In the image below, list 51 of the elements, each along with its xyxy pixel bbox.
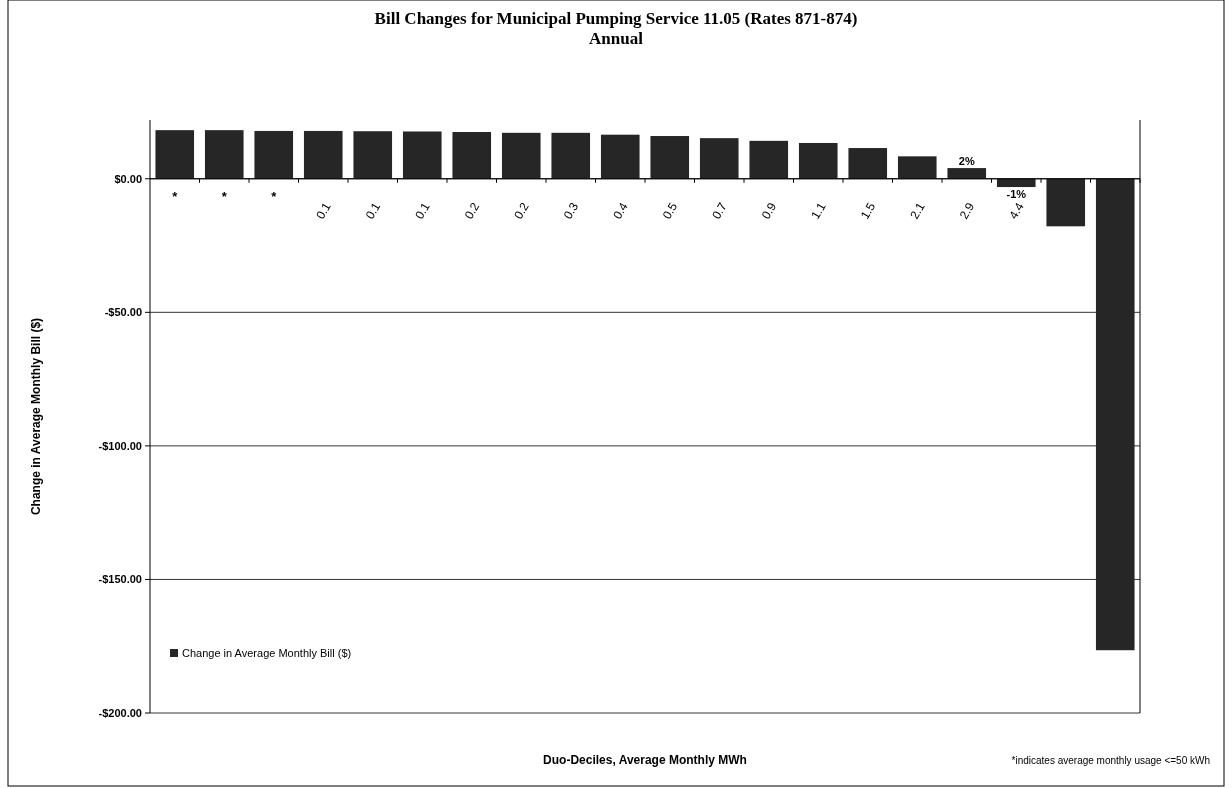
chart-title: Bill Changes for Municipal Pumping Service 11.05 (Rates 871-874): [374, 9, 858, 28]
y-tick-label: -$100.00: [98, 439, 142, 452]
bar: [947, 168, 987, 179]
y-tick-label: -$200.00: [98, 706, 142, 719]
x-tick-label: 0.2: [511, 199, 532, 222]
bar: [501, 132, 541, 179]
bar: [402, 131, 442, 179]
text: *indicates average monthly usage <=50 kWh: [1011, 755, 1210, 766]
x-tick-label: 1.5: [857, 199, 879, 222]
annotation: 2%: [958, 155, 975, 168]
bar: [254, 130, 294, 179]
x-tick-label: 0.9: [758, 199, 780, 222]
bar: [650, 136, 690, 179]
annotation: -1%: [1006, 187, 1027, 200]
bar: [353, 131, 393, 179]
x-tick-label: 0.4: [610, 199, 631, 222]
bar: [600, 134, 640, 179]
bar: [996, 178, 1036, 188]
bar: [1046, 178, 1086, 227]
x-tick-label: *: [221, 188, 228, 204]
x-tick-label: 2.1: [907, 199, 928, 222]
bar: [798, 142, 838, 179]
x-tick-label: 0.1: [362, 199, 384, 222]
bar: [155, 130, 195, 179]
y-tick-label: $0.00: [114, 172, 142, 185]
x-tick-label: *: [271, 188, 278, 204]
x-tick-label: 4.4: [1006, 199, 1027, 222]
y-tick-label: -$150.00: [98, 573, 142, 586]
x-tick-label: 0.2: [461, 199, 483, 222]
bar: [1095, 178, 1135, 651]
bar: [204, 130, 244, 179]
bar: [452, 132, 492, 179]
bar: [749, 140, 789, 179]
bar: [699, 138, 739, 179]
legend-label: Change in Average Monthly Bill ($): [182, 646, 352, 659]
y-axis-title: Change in Average Monthly Bill ($): [29, 317, 43, 516]
x-tick-label: 2.9: [956, 199, 978, 222]
x-tick-label: 0.3: [560, 199, 582, 222]
y-tick-label: -$50.00: [104, 306, 142, 319]
x-tick-label: 0.1: [412, 199, 433, 222]
x-tick-label: 0.1: [313, 199, 334, 222]
x-tick-label: 1.1: [808, 199, 829, 222]
chart-subtitle: Annual: [589, 29, 644, 48]
bar: [551, 132, 591, 179]
bar: [848, 148, 888, 179]
x-axis-title: Duo-Deciles, Average Monthly MWh: [543, 753, 747, 767]
bar: [303, 130, 343, 179]
bar: [897, 156, 937, 179]
x-tick-label: *: [172, 188, 179, 204]
x-tick-label: 0.7: [709, 199, 730, 222]
x-tick-label: 0.5: [659, 199, 681, 222]
